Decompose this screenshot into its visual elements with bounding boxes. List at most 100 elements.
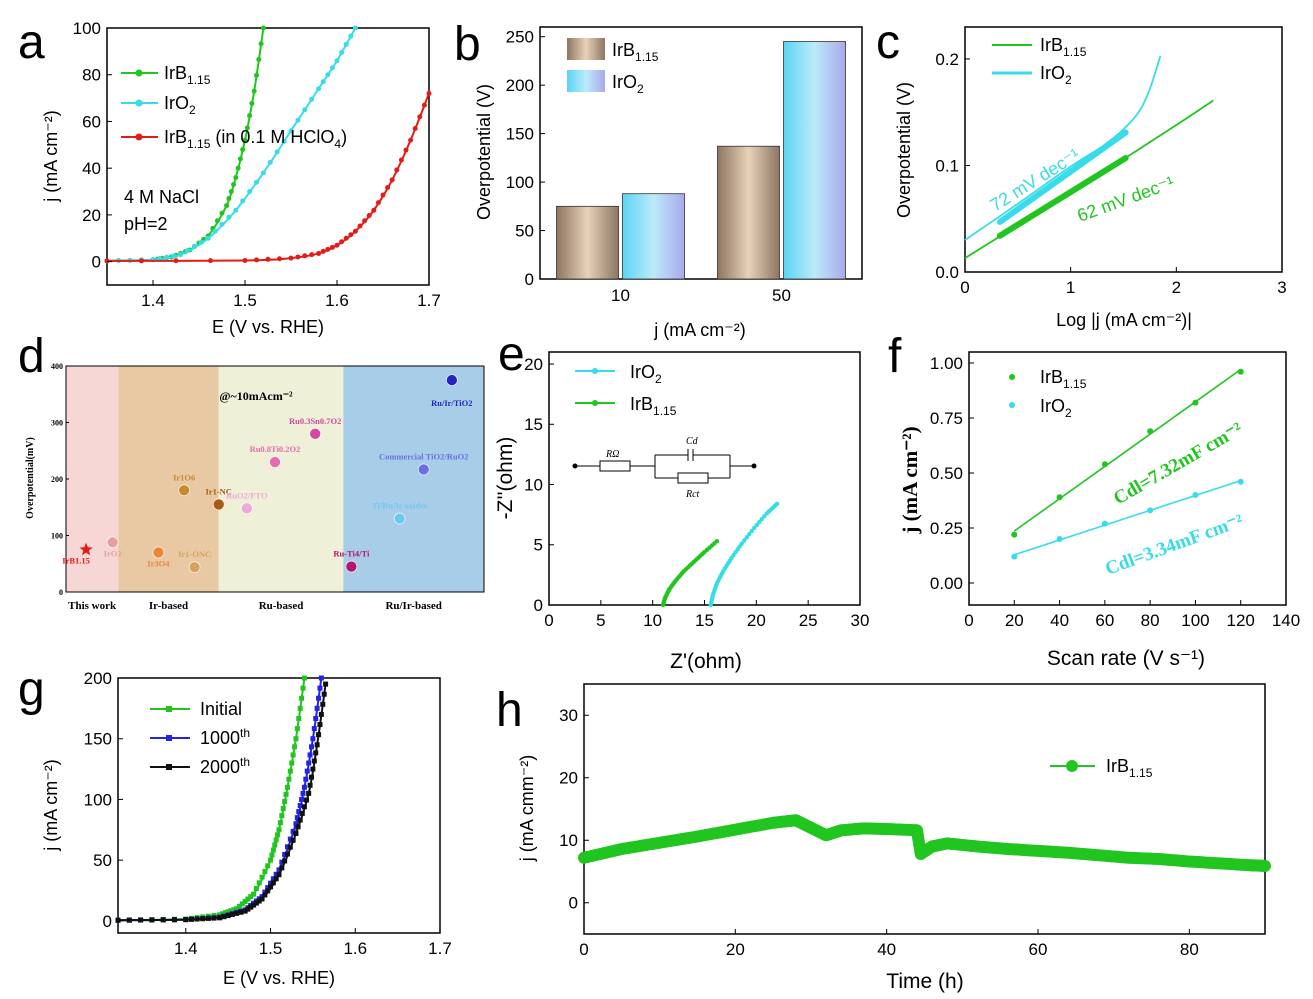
data-point-a-irb1-15 bbox=[240, 146, 246, 152]
y-tick-label: 20 bbox=[524, 355, 543, 374]
panel-f: f 0 20 40 60 80 100 120 140 0.00 0.25 0.50 0.75 1.00… bbox=[888, 330, 1300, 670]
catalyst-point-ru-ti4-ti bbox=[345, 560, 358, 573]
data-point-g-initial bbox=[273, 837, 279, 843]
x-tick-label: 140 bbox=[1272, 611, 1300, 630]
data-point-e-iro2 bbox=[774, 501, 780, 506]
data-point-g-2000th bbox=[126, 917, 132, 923]
legend-marker-e-irb bbox=[592, 400, 598, 406]
y-tick-label: 10 bbox=[559, 831, 578, 850]
data-point-g-2000th bbox=[200, 916, 206, 922]
data-point-g-1000th bbox=[268, 880, 274, 886]
y-axis-label-d: Overpotential(mV) bbox=[25, 437, 36, 519]
data-point-g-1000th bbox=[287, 836, 293, 842]
data-point-a-irb1-15 bbox=[247, 113, 253, 119]
catalyst-label: Ir3O4 bbox=[147, 558, 170, 568]
y-axis-label-f: j (mA cm⁻²) bbox=[898, 426, 922, 534]
data-point-a-iro2 bbox=[212, 228, 218, 234]
y-tick-label: 50 bbox=[515, 222, 534, 241]
y-tick-label: 150 bbox=[506, 125, 534, 144]
group-background-layer-d: This work Ir-based Ru-based Ru/Ir-based bbox=[66, 366, 484, 612]
tick-layer-c: 0 1 2 3 0.0 0.1 0.2 bbox=[935, 50, 1286, 297]
group-label: Ru-based bbox=[259, 600, 304, 612]
data-point-a-irb1-15 bbox=[256, 57, 262, 63]
series-layer-f bbox=[1011, 368, 1244, 560]
data-point-g-2000th bbox=[259, 896, 265, 902]
data-point-g-initial bbox=[279, 813, 285, 819]
y-axis-label-b: Overpotential (V) bbox=[474, 84, 494, 220]
data-point-f-iro2 bbox=[1237, 478, 1244, 485]
y-tick-label: 40 bbox=[82, 159, 101, 178]
circuit-label-rct: Rct bbox=[685, 489, 700, 500]
data-point-g-2000th bbox=[253, 900, 259, 906]
x-tick-label: 20 bbox=[726, 940, 745, 959]
panel-e: e 0 5 10 15 20 25 30 0 5 10 15 20 IrO2 IrB1.15 RΩ bbox=[494, 328, 869, 673]
data-point-g-2000th bbox=[256, 898, 262, 904]
data-point-g-initial bbox=[228, 908, 234, 914]
y-tick-label: 30 bbox=[559, 706, 578, 725]
data-point-g-initial bbox=[236, 903, 242, 909]
group-label: Ir-based bbox=[149, 600, 188, 612]
catalyst-label: Ru0.3Sn0.7O2 bbox=[289, 416, 341, 426]
data-point-a-irb1-15 bbox=[231, 182, 236, 188]
data-point-a-iro2 bbox=[348, 33, 354, 39]
x-tick-label: 80 bbox=[1141, 611, 1160, 630]
circuit-label-cd: Cd bbox=[686, 436, 699, 447]
data-point-a-irb1-15-in-0-1-m-hclo4- bbox=[173, 258, 179, 264]
data-point-a-iro2 bbox=[288, 128, 294, 134]
panel-label-h: h bbox=[496, 684, 523, 737]
data-point-g-initial bbox=[297, 705, 303, 711]
x-tick-label: 60 bbox=[1029, 940, 1048, 959]
y-tick-label: 80 bbox=[82, 66, 101, 85]
point-layer-d: IrB1.15 IrO2 Ir3O4 Ir1O6 Ir1-ONC Ir1-NCRuO2/F… bbox=[62, 374, 473, 573]
legend-text-f-irb: IrB1.15 bbox=[1040, 367, 1087, 391]
data-point-g-1000th bbox=[311, 726, 317, 732]
data-point-e-iro2 bbox=[744, 535, 749, 540]
legend-text-g-1000: 1000th bbox=[200, 726, 250, 748]
plot-frame-a bbox=[106, 27, 430, 286]
data-point-a-iro2 bbox=[233, 207, 239, 213]
fit-line-irb1-15 bbox=[1013, 368, 1242, 532]
y-tick-label: 0 bbox=[92, 253, 101, 272]
data-point-g-initial bbox=[293, 736, 299, 742]
data-point-a-iro2 bbox=[185, 248, 190, 254]
x-tick-label: 80 bbox=[1180, 940, 1199, 959]
data-point-g-initial bbox=[222, 910, 228, 916]
y-axis-label-c: Overpotential (V) bbox=[894, 82, 914, 218]
data-point-f-irb1-15 bbox=[1192, 399, 1199, 406]
data-point-g-2000th bbox=[242, 908, 248, 914]
data-point-a-irb1-15 bbox=[228, 189, 234, 195]
catalyst-label: IrB1.15 bbox=[62, 556, 90, 566]
catalyst-label: Ru/Ir/TiO2 bbox=[431, 398, 472, 408]
data-point-a-iro2 bbox=[309, 96, 315, 102]
tick-layer-d: 0 100 200 300 400 bbox=[51, 362, 69, 597]
data-point-g-initial bbox=[286, 776, 292, 782]
data-point-g-initial bbox=[268, 857, 274, 863]
catalyst-point-ru0-3sn0-7o2 bbox=[309, 427, 321, 440]
x-axis-label-a: E (V vs. RHE) bbox=[212, 317, 324, 337]
data-point-g-initial bbox=[265, 863, 271, 869]
legend-text-e-iro2: IrO2 bbox=[630, 362, 662, 386]
data-point-a-iro2 bbox=[352, 25, 358, 31]
data-point-a-iro2 bbox=[164, 254, 170, 260]
data-point-g-2000th bbox=[311, 758, 317, 764]
data-point-g-1000th bbox=[296, 809, 302, 815]
data-point-a-iro2 bbox=[267, 159, 273, 165]
data-point-a-iro2 bbox=[329, 65, 335, 71]
data-point-g-2000th bbox=[295, 824, 301, 830]
legend-text-h-irb: IrB1.15 bbox=[1106, 756, 1153, 780]
legend-text-g-initial: Initial bbox=[200, 699, 242, 719]
panel-a: a 1.4 1.5 1.6 1.7 0 20 40 60 80 100 4 M NaCl pH=2… bbox=[18, 16, 441, 337]
x-tick-label: 0 bbox=[960, 278, 969, 297]
data-point-a-irb1-15 bbox=[226, 196, 232, 202]
x-axis-label-c: Log |j (mA cm⁻²)| bbox=[1056, 310, 1192, 330]
data-point-g-initial bbox=[234, 906, 240, 912]
data-point-a-irb1-15-in-0-1-m-hclo4- bbox=[334, 242, 340, 248]
bar-irb1-15-50 bbox=[717, 145, 780, 280]
data-point-g-initial bbox=[253, 885, 259, 891]
data-point-a-irb1-15 bbox=[254, 72, 259, 78]
data-point-a-irb1-15-in-0-1-m-hclo4- bbox=[371, 207, 377, 213]
data-point-a-iro2 bbox=[260, 170, 266, 176]
x-axis-label-b: j (mA cm⁻²) bbox=[653, 320, 746, 340]
data-point-g-1000th bbox=[316, 695, 322, 701]
data-point-a-irb1-15-in-0-1-m-hclo4- bbox=[408, 137, 414, 143]
